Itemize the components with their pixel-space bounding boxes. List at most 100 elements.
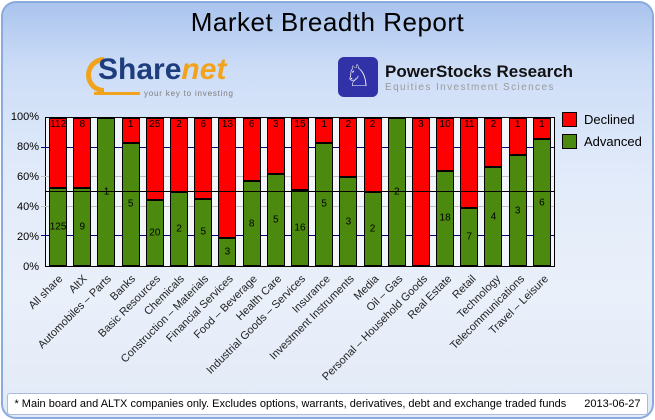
advanced-value-label: 7: [466, 231, 473, 243]
declined-value-label: 3: [273, 119, 279, 130]
footer-bar: * Main board and ALTX companies only. Ex…: [7, 393, 648, 415]
powerstocks-wordmark: PowerStocks Research Equities Investment…: [385, 62, 573, 93]
advanced-value-label: 8: [248, 218, 255, 230]
advanced-value-label: 18: [439, 212, 451, 224]
declined-value-label: 8: [79, 119, 86, 130]
y-tick-label: 20%: [16, 231, 39, 243]
declined-segment: [339, 118, 358, 178]
y-tick-label: 100%: [10, 111, 39, 123]
declined-value-label: 1: [514, 119, 521, 130]
declined-value-label: 2: [369, 119, 376, 130]
advanced-segment: [145, 200, 164, 266]
footer-note: * Main board and ALTX companies only. Ex…: [14, 398, 567, 410]
bar-slot: 13 3: [215, 118, 239, 266]
advanced-segment: [484, 167, 503, 266]
advanced-segment: [387, 118, 406, 266]
knight-chess-icon: ♘: [338, 57, 378, 97]
bar-slot: 11 7: [457, 118, 481, 266]
declined-segment: [532, 118, 551, 140]
advanced-segment: [194, 198, 213, 266]
declined-segment: [145, 118, 164, 201]
advanced-segment: [290, 189, 309, 266]
declined-segment: [242, 118, 261, 182]
declined-segment: [508, 118, 527, 155]
stacked-bar: 2: [387, 118, 406, 266]
page-title: Market Breadth Report: [190, 7, 465, 37]
declined-segment: [290, 118, 309, 190]
declined-segment: [315, 118, 334, 143]
declined-value-label: 2: [176, 119, 182, 130]
advanced-segment: [170, 192, 189, 266]
sharenet-logo: Sharenet your key to investing: [86, 53, 246, 105]
advanced-value-label: 5: [200, 226, 206, 238]
advanced-value-label: 16: [294, 222, 306, 234]
legend-swatch: [562, 112, 577, 127]
declined-value-label: 11: [464, 119, 475, 130]
declined-value-label: 1: [539, 119, 545, 130]
declined-segment: [121, 118, 140, 143]
stacked-bar: 1: [97, 118, 116, 266]
advanced-value-label: 9: [79, 221, 86, 233]
stacked-bar: 11 7: [460, 118, 479, 266]
advanced-segment: [532, 139, 551, 266]
x-axis: All share AltX Automobiles – Parts Banks Bas…: [27, 270, 555, 395]
gridline-50: [46, 191, 554, 192]
stacked-bar: 15 16: [290, 118, 309, 266]
advanced-value-label: 3: [224, 246, 231, 258]
advanced-value-label: 3: [514, 205, 521, 216]
sharenet-word-share: Share: [98, 53, 182, 86]
declined-value-label: 1: [127, 119, 134, 130]
powerstocks-logo: ♘ PowerStocks Research Equities Investme…: [338, 57, 573, 97]
advanced-value-label: 5: [127, 198, 134, 210]
y-tick-label: 80%: [16, 141, 39, 153]
y-tick-label: 0%: [23, 261, 39, 273]
advanced-value-label: 5: [273, 214, 279, 226]
declined-value-label: 25: [149, 119, 161, 130]
advanced-segment: [242, 181, 261, 266]
sharenet-swoosh-icon: [86, 57, 104, 93]
advanced-value-label: 125: [49, 221, 67, 233]
advanced-value-label: 5: [321, 198, 327, 210]
declined-segment: [49, 118, 68, 188]
advanced-value-label: 2: [176, 223, 182, 235]
legend-item: Declined: [562, 112, 642, 127]
bars-container: 112 125 8 9 1 1 5 25 20 2 2 6 5 13 3 6 8 3 5 15 16 1 5 2 3 2 2 2 3 10…: [46, 118, 554, 266]
stacked-bar: 25 20: [145, 118, 164, 266]
advanced-segment: [73, 187, 92, 266]
advanced-value-label: 3: [345, 216, 352, 228]
advanced-value-label: 20: [149, 227, 161, 239]
bar-slot: 1: [94, 118, 118, 266]
bar-slot: 15 16: [288, 118, 312, 266]
advanced-segment: [97, 118, 116, 266]
advanced-segment: [508, 155, 527, 266]
declined-value-label: 2: [345, 119, 352, 130]
declined-segment: [194, 118, 213, 199]
declined-segment: [436, 118, 455, 171]
y-tick-label: 60%: [16, 171, 39, 183]
powerstocks-name: PowerStocks Research: [385, 61, 574, 81]
declined-value-label: 15: [294, 119, 306, 130]
bar-slot: 2: [385, 118, 409, 266]
legend-label: Advanced: [584, 134, 642, 149]
declined-value-label: 112: [50, 119, 67, 130]
declined-value-label: 13: [221, 119, 233, 130]
declined-value-label: 10: [439, 119, 451, 130]
advanced-value-label: 1: [103, 186, 110, 198]
legend-label: Declined: [584, 112, 635, 127]
stacked-bar: 13 3: [218, 118, 237, 266]
